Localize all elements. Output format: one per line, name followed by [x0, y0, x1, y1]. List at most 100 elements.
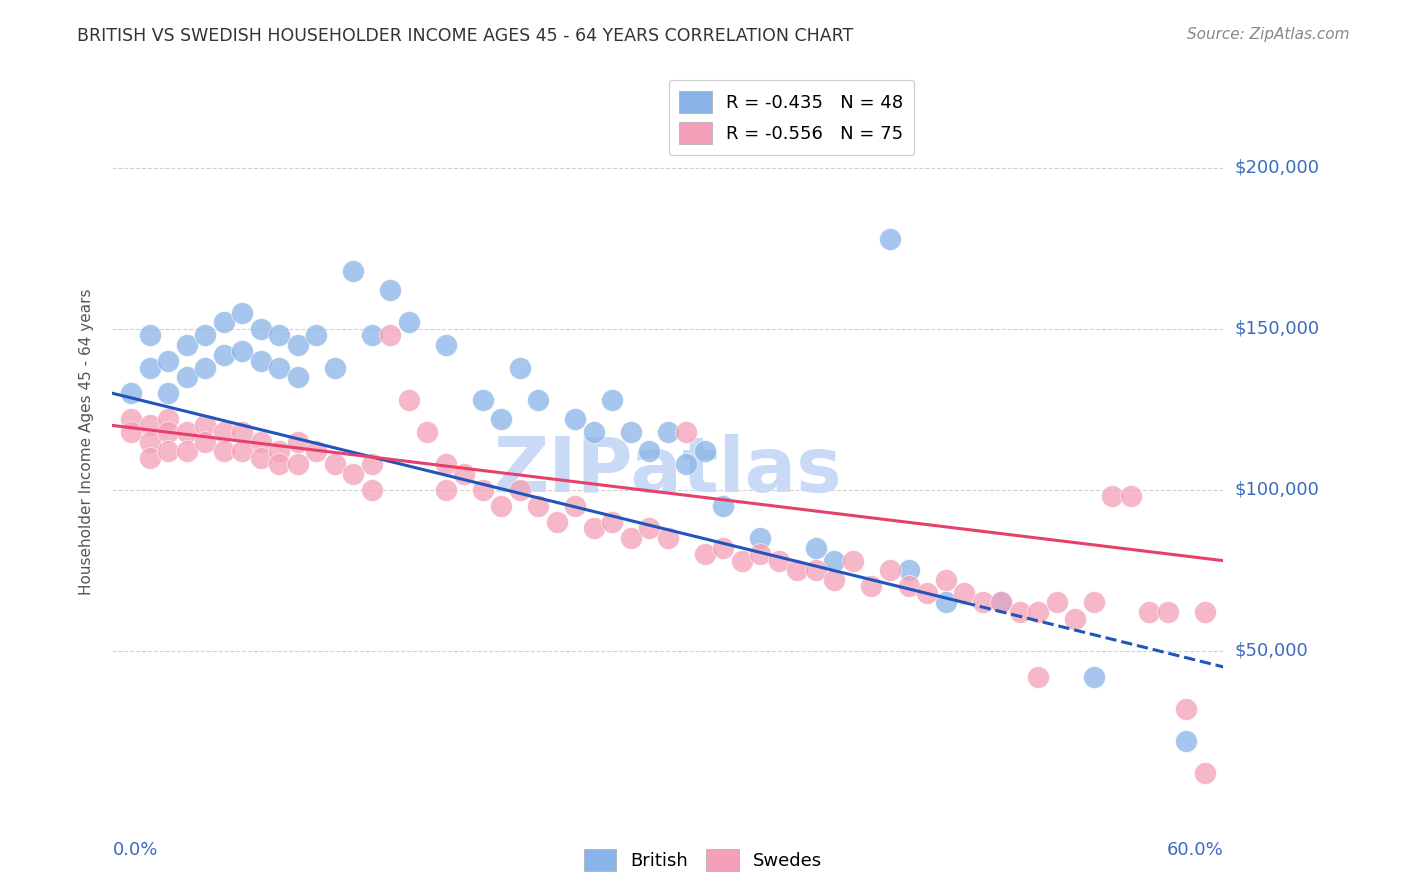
Point: [602, 515, 624, 529]
Point: [693, 444, 716, 458]
Point: [953, 586, 976, 600]
Point: [323, 457, 346, 471]
Point: [1101, 489, 1123, 503]
Point: [360, 328, 382, 343]
Point: [564, 412, 586, 426]
Point: [824, 573, 846, 587]
Point: [491, 412, 513, 426]
Point: [231, 444, 253, 458]
Text: 60.0%: 60.0%: [1167, 841, 1223, 859]
Point: [731, 554, 754, 568]
Point: [1064, 611, 1087, 625]
Point: [1083, 669, 1105, 683]
Point: [749, 547, 772, 561]
Text: ZIPatlas: ZIPatlas: [494, 434, 842, 508]
Point: [1008, 605, 1031, 619]
Point: [491, 499, 513, 513]
Point: [915, 586, 938, 600]
Point: [194, 434, 217, 449]
Point: [675, 457, 697, 471]
Point: [249, 434, 271, 449]
Point: [509, 483, 531, 497]
Point: [1194, 605, 1216, 619]
Point: [657, 531, 679, 545]
Point: [693, 547, 716, 561]
Point: [620, 531, 643, 545]
Point: [176, 444, 198, 458]
Point: [360, 457, 382, 471]
Text: 0.0%: 0.0%: [112, 841, 157, 859]
Point: [342, 467, 364, 481]
Text: BRITISH VS SWEDISH HOUSEHOLDER INCOME AGES 45 - 64 YEARS CORRELATION CHART: BRITISH VS SWEDISH HOUSEHOLDER INCOME AG…: [77, 27, 853, 45]
Y-axis label: Householder Income Ages 45 - 64 years: Householder Income Ages 45 - 64 years: [79, 288, 94, 595]
Point: [434, 338, 457, 352]
Point: [582, 425, 605, 439]
Point: [287, 434, 309, 449]
Point: [471, 392, 494, 407]
Point: [434, 457, 457, 471]
Point: [713, 541, 735, 555]
Point: [380, 283, 402, 297]
Point: [231, 425, 253, 439]
Point: [305, 328, 328, 343]
Point: [323, 360, 346, 375]
Point: [1045, 595, 1069, 609]
Point: [267, 444, 291, 458]
Point: [138, 418, 160, 433]
Point: [824, 554, 846, 568]
Point: [1119, 489, 1142, 503]
Point: [267, 457, 291, 471]
Point: [157, 354, 180, 368]
Point: [342, 264, 364, 278]
Point: [267, 328, 291, 343]
Point: [138, 328, 160, 343]
Point: [972, 595, 994, 609]
Point: [194, 328, 217, 343]
Point: [157, 386, 180, 401]
Point: [287, 370, 309, 384]
Point: [212, 425, 235, 439]
Point: [231, 344, 253, 359]
Text: $100,000: $100,000: [1234, 481, 1319, 499]
Point: [860, 579, 883, 593]
Text: $200,000: $200,000: [1234, 159, 1319, 177]
Point: [786, 563, 808, 577]
Text: Source: ZipAtlas.com: Source: ZipAtlas.com: [1187, 27, 1350, 42]
Point: [138, 360, 160, 375]
Point: [527, 499, 550, 513]
Point: [657, 425, 679, 439]
Point: [249, 450, 271, 465]
Point: [1026, 605, 1049, 619]
Point: [509, 360, 531, 375]
Point: [897, 579, 920, 593]
Point: [416, 425, 439, 439]
Point: [157, 425, 180, 439]
Point: [713, 499, 735, 513]
Point: [1026, 669, 1049, 683]
Point: [157, 444, 180, 458]
Point: [564, 499, 586, 513]
Point: [935, 573, 957, 587]
Point: [638, 444, 661, 458]
Point: [842, 554, 865, 568]
Point: [194, 418, 217, 433]
Text: $50,000: $50,000: [1234, 641, 1308, 660]
Point: [602, 392, 624, 407]
Point: [453, 467, 475, 481]
Point: [176, 338, 198, 352]
Point: [249, 322, 271, 336]
Point: [471, 483, 494, 497]
Point: [620, 425, 643, 439]
Point: [1175, 734, 1198, 748]
Legend: British, Swedes: British, Swedes: [576, 842, 830, 879]
Point: [638, 521, 661, 535]
Point: [879, 563, 901, 577]
Point: [287, 338, 309, 352]
Point: [1083, 595, 1105, 609]
Point: [212, 315, 235, 329]
Point: [212, 444, 235, 458]
Point: [194, 360, 217, 375]
Point: [120, 386, 142, 401]
Point: [990, 595, 1012, 609]
Point: [935, 595, 957, 609]
